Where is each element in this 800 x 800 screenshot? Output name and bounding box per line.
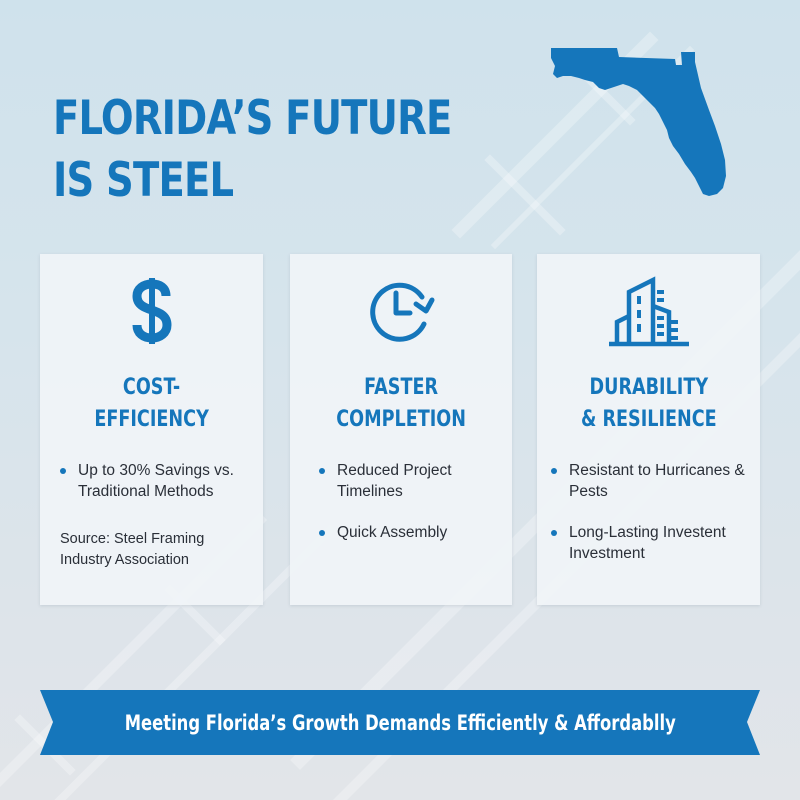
title-line-1: FLORIDA’S FUTURE [53,91,452,146]
card-heading: FASTER COMPLETION [336,375,466,432]
list-item: Resistant to Hurricanes & Pests [549,460,752,502]
ribbon-shape [40,690,760,755]
bullet-list: Up to 30% Savings vs. Traditional Method… [58,460,255,522]
banner-text: Meeting Florida’s Growth Demands Efficie… [124,710,676,735]
list-item: Long-Lasting Investent Investment [549,522,752,564]
card-heading: COST- EFFICIENCY [94,375,209,432]
cost-efficiency-card: COST- EFFICIENCY Up to 30% Savings vs. T… [40,254,263,605]
clock-refresh-icon [366,276,436,351]
florida-map-icon [551,48,726,196]
source-note: Source: Steel Framing Industry Associati… [60,531,205,568]
page-title: FLORIDA’S FUTURE IS STEEL [53,88,452,212]
card-heading: DURABILITY & RESILIENCE [580,375,717,432]
durability-resilience-card: DURABILITY & RESILIENCE Resistant to Hur… [537,254,760,605]
faster-completion-card: FASTER COMPLETION Reduced Project Timeli… [290,254,512,605]
title-line-2: IS STEEL [53,153,234,208]
tagline-banner: Meeting Florida’s Growth Demands Efficie… [40,690,760,755]
buildings-icon [607,276,691,353]
list-item: Quick Assembly [317,522,504,543]
dollar-sign-icon [131,276,172,351]
list-item: Reduced Project Timelines [317,460,504,502]
list-item: Up to 30% Savings vs. Traditional Method… [58,460,255,502]
bullet-list: Reduced Project Timelines Quick Assembly [317,460,504,563]
bullet-list: Resistant to Hurricanes & Pests Long-Las… [549,460,752,584]
